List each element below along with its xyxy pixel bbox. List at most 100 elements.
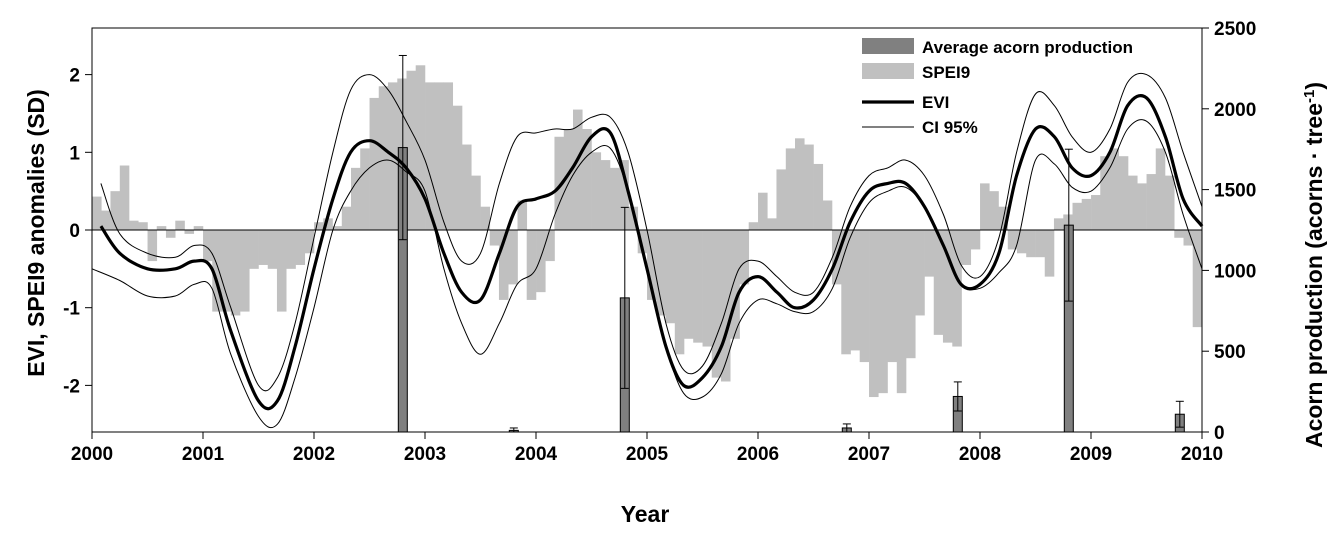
spei-bar bbox=[249, 230, 259, 269]
spei-bar bbox=[129, 220, 139, 230]
spei-bar bbox=[1035, 230, 1046, 258]
spei-bar bbox=[462, 144, 472, 230]
spei-bar bbox=[1044, 230, 1055, 277]
spei-bar bbox=[1072, 202, 1083, 230]
spei-bar bbox=[822, 200, 833, 230]
spei-bar bbox=[628, 206, 639, 230]
plot-area bbox=[91, 54, 1204, 433]
spei-bar bbox=[656, 230, 666, 316]
spei-bar bbox=[952, 230, 962, 347]
spei-bar bbox=[258, 230, 269, 265]
x-tick-label: 2003 bbox=[404, 444, 446, 465]
spei-bar bbox=[147, 230, 158, 262]
legend-label-acorn: Average acorn production bbox=[922, 38, 1133, 57]
y-axis-right-title-suffix: ) bbox=[1301, 82, 1327, 90]
ci-upper-line bbox=[100, 72, 1203, 392]
spei-bar bbox=[415, 65, 426, 230]
evi-line bbox=[99, 94, 1204, 411]
spei-bar bbox=[517, 200, 528, 230]
spei-bar bbox=[795, 138, 805, 230]
x-tick-label: 2002 bbox=[293, 444, 335, 465]
spei-bar bbox=[545, 230, 555, 262]
spei-bar bbox=[906, 230, 916, 359]
spei-bar bbox=[1026, 230, 1036, 258]
spei-bar bbox=[434, 82, 444, 230]
spei-bar bbox=[295, 230, 306, 265]
spei-bar bbox=[720, 230, 731, 382]
spei-bar bbox=[582, 129, 592, 230]
legend-label-ci: CI 95% bbox=[922, 118, 978, 137]
spei-bar bbox=[212, 230, 222, 312]
spei-bar bbox=[758, 192, 768, 230]
spei-bar bbox=[184, 230, 195, 234]
spei-bar bbox=[702, 230, 713, 347]
spei-bar bbox=[647, 230, 657, 300]
spei-bar bbox=[165, 230, 176, 238]
spei-bar bbox=[110, 191, 121, 230]
spei-bar bbox=[443, 82, 454, 230]
spei-bar bbox=[286, 230, 296, 269]
x-tick-label: 2000 bbox=[71, 444, 113, 465]
spei-bar bbox=[554, 136, 565, 230]
spei-bar bbox=[1164, 175, 1175, 230]
y-axis-right-title: Acorn production (acorns · tree-1) bbox=[1301, 82, 1327, 448]
y-axis-right-title-superscript: -1 bbox=[1301, 90, 1318, 103]
spei-bar bbox=[489, 230, 500, 246]
x-axis-title: Year bbox=[621, 501, 670, 527]
y-right-tick-label: 1000 bbox=[1214, 261, 1256, 282]
y-left-tick-label: -1 bbox=[63, 299, 80, 320]
spei-bar bbox=[138, 222, 148, 230]
spei-bar bbox=[600, 160, 611, 230]
spei-bar bbox=[591, 152, 602, 230]
spei-bar bbox=[813, 163, 824, 230]
spei-bar bbox=[674, 230, 685, 355]
spei-bar bbox=[1146, 174, 1157, 230]
spei-bar bbox=[730, 230, 740, 339]
y-right-tick-label: 2500 bbox=[1214, 19, 1256, 40]
legend-label-spei: SPEI9 bbox=[922, 63, 970, 82]
spei-bar bbox=[267, 230, 278, 269]
y-right-tick-label: 500 bbox=[1214, 342, 1246, 363]
spei-bar bbox=[498, 230, 509, 300]
x-tick-label: 2007 bbox=[848, 444, 890, 465]
spei-bar bbox=[119, 165, 130, 230]
spei-bar bbox=[739, 230, 750, 285]
spei-bar bbox=[637, 230, 648, 254]
spei-bar bbox=[804, 144, 814, 230]
spei-bar bbox=[896, 230, 907, 394]
spei-bar bbox=[980, 183, 990, 230]
spei-bar bbox=[1118, 156, 1129, 230]
spei-bar bbox=[1100, 156, 1110, 230]
spei-bar bbox=[869, 230, 879, 398]
legend: Average acorn production SPEI9 EVI CI 95… bbox=[862, 38, 1133, 137]
spei-bar bbox=[360, 148, 370, 230]
spei-bar bbox=[193, 226, 204, 230]
spei-bar bbox=[924, 230, 935, 277]
spei-bar bbox=[276, 230, 287, 312]
spei-bar bbox=[684, 230, 694, 339]
spei-bar bbox=[332, 226, 343, 230]
x-tick-label: 2010 bbox=[1181, 444, 1223, 465]
spei-bar bbox=[693, 230, 703, 343]
spei-bar bbox=[230, 230, 241, 316]
spei-bar bbox=[1053, 218, 1064, 230]
spei-bar bbox=[314, 222, 324, 230]
spei-bar bbox=[961, 230, 972, 265]
spei-bar bbox=[1128, 175, 1138, 230]
spei-bar bbox=[240, 230, 250, 312]
spei-bar bbox=[406, 70, 417, 230]
spei-bar bbox=[323, 218, 333, 230]
spei-bar bbox=[304, 230, 315, 254]
spei-bar bbox=[101, 210, 111, 230]
y-left-tick-label: -2 bbox=[63, 376, 80, 397]
spei-bar bbox=[471, 175, 481, 230]
spei-bar bbox=[175, 220, 185, 230]
legend-swatch-acorn bbox=[862, 38, 914, 54]
spei-bar bbox=[1109, 148, 1120, 230]
x-tick-label: 2008 bbox=[959, 444, 1001, 465]
spei-bar bbox=[665, 230, 676, 324]
y-left-tick-label: 2 bbox=[69, 66, 80, 87]
spei-bar bbox=[1174, 230, 1184, 238]
x-tick-label: 2006 bbox=[737, 444, 779, 465]
